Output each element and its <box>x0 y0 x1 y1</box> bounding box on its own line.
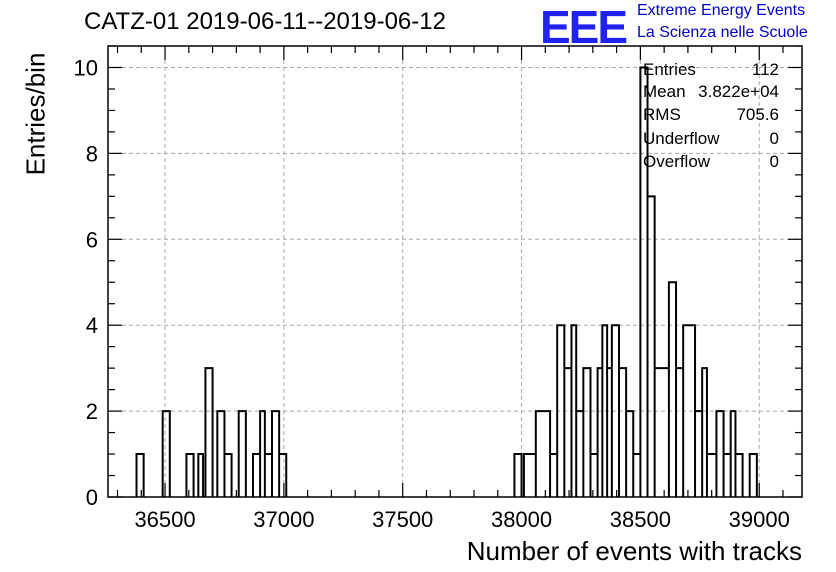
stat-underflow-value: 0 <box>769 129 779 148</box>
stat-underflow-label: Underflow <box>643 129 720 148</box>
logo-tagline-1: Extreme Energy Events <box>637 2 806 19</box>
y-tick-label: 6 <box>86 227 98 252</box>
stat-entries-label: Entries <box>643 60 696 79</box>
stat-rms-label: RMS <box>643 105 681 124</box>
y-axis-ticks: 0 2 4 6 8 10 <box>74 45 802 510</box>
chart-title: CATZ-01 2019-06-11--2019-06-12 <box>84 8 446 35</box>
stat-rms-value: 705.6 <box>736 105 779 124</box>
x-tick-label: 38000 <box>491 507 552 532</box>
eee-logo: EEE <box>540 1 628 53</box>
stat-mean-value: 3.822e+04 <box>698 82 779 101</box>
x-axis-ticks: 36500 37000 37500 38000 38500 39000 <box>116 46 790 532</box>
stat-overflow-value: 0 <box>769 152 779 171</box>
x-tick-label: 36500 <box>134 507 195 532</box>
stat-entries-value: 112 <box>751 60 779 79</box>
y-tick-label: 0 <box>86 485 98 510</box>
x-tick-label: 38500 <box>610 507 671 532</box>
x-axis-label: Number of events with tracks <box>466 536 802 566</box>
x-tick-label: 39000 <box>729 507 790 532</box>
y-tick-label: 8 <box>86 141 98 166</box>
y-tick-label: 2 <box>86 399 98 424</box>
plot-frame <box>107 45 803 498</box>
logo-tagline-2: La Scienza nelle Scuole <box>637 24 808 41</box>
y-axis-label: Entries/bin <box>20 52 51 176</box>
stat-mean-label: Mean <box>643 82 686 101</box>
stat-overflow-label: Overflow <box>643 152 711 171</box>
y-tick-label: 10 <box>74 55 98 80</box>
histogram-outline <box>135 66 758 497</box>
x-tick-label: 37500 <box>372 507 433 532</box>
y-tick-label: 4 <box>86 313 98 338</box>
x-tick-label: 37000 <box>253 507 314 532</box>
